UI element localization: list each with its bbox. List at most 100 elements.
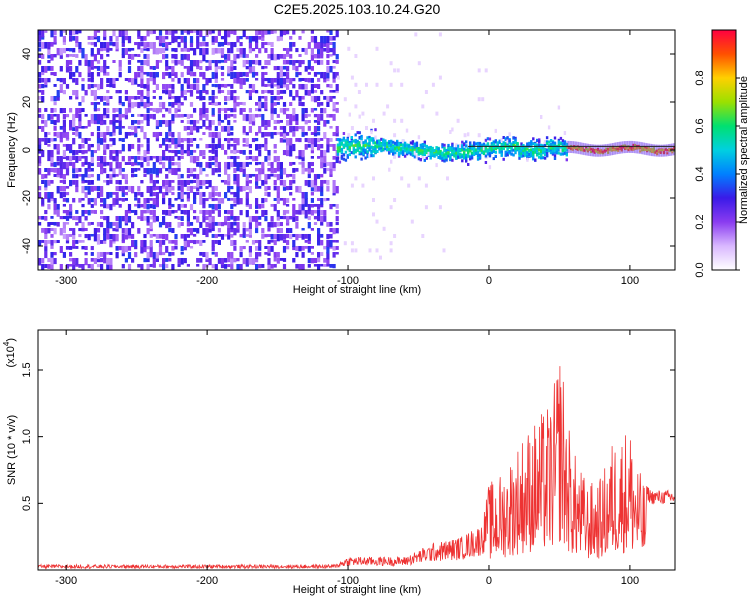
heatmap-cell [165,30,169,35]
heatmap-cell [242,138,246,143]
heatmap-cell [217,240,221,245]
heatmap-cell [193,240,197,245]
heatmap-cell [427,151,430,156]
heatmap-cell [549,147,553,151]
heatmap-cell [62,234,66,239]
heatmap-cell [96,66,101,71]
heatmap-cell [205,228,209,235]
heatmap-cell [348,147,351,151]
heatmap-cell [486,152,490,156]
heatmap-cell [494,147,497,151]
heatmap-y-label: Frequency (Hz) [6,112,18,188]
heatmap-cell [152,204,156,210]
heatmap-cell [329,168,333,175]
heatmap-cell [189,42,194,48]
heatmap-cell [202,240,206,243]
heatmap-cell [282,54,287,60]
heatmap-cell [205,252,209,260]
heatmap-cell [196,216,200,223]
heatmap-cell [536,153,539,157]
heatmap-cell [171,90,175,94]
heatmap-cell [245,162,249,167]
heatmap-cell [424,205,428,210]
heatmap-cell [236,258,240,262]
heatmap-cell [146,228,150,235]
heatmap-cell [162,264,166,270]
heatmap-cell [289,126,293,133]
heatmap-cell [326,144,330,152]
heatmap-cell [255,168,259,172]
heatmap-cell [78,48,82,53]
heatmap-cell [580,146,583,149]
heatmap-cell [358,136,361,139]
heatmap-cell [310,78,314,83]
heatmap-cell [211,36,215,43]
heatmap-cell [320,162,324,169]
heatmap-cell [664,148,667,151]
heatmap-cell [286,66,290,72]
heatmap-cell [162,102,166,110]
heatmap-cell [149,246,153,253]
heatmap-cell [629,148,632,151]
heatmap-cell [137,192,141,196]
heatmap-cell [320,144,324,149]
heatmap-cell [332,228,336,235]
heatmap-cell [100,240,104,244]
heatmap-cell [50,180,54,184]
heatmap-cell [211,60,215,64]
heatmap-cell [214,66,218,73]
heatmap-cell [65,162,70,169]
heatmap-cell [109,78,113,86]
heatmap-cell [177,102,181,110]
heatmap-cell [335,252,339,255]
heatmap-cell [118,204,122,208]
heatmap-cell [386,141,389,145]
heatmap-cell [180,150,184,156]
heatmap-cell [435,148,438,152]
heatmap-cell [313,210,318,214]
heatmap-cell [87,78,91,82]
heatmap-cell [540,146,543,150]
heatmap-cell [72,258,76,266]
heatmap-cell [140,246,144,254]
heatmap-cell [90,66,94,70]
heatmap-cell [534,158,537,162]
heatmap-cell [158,222,163,228]
heatmap-cell [239,162,243,168]
heatmap-cell [443,153,446,157]
heatmap-cell [171,78,175,82]
heatmap-cell [208,60,212,67]
heatmap-cell [625,141,628,153]
heatmap-cell [270,264,274,269]
heatmap-cell [329,228,333,233]
heatmap-cell [75,150,79,155]
heatmap-cell [174,102,178,106]
heatmap-cell [520,154,523,158]
heatmap-cell [69,252,73,257]
heatmap-cell [346,146,349,150]
heatmap-cell [282,240,287,243]
heatmap-cell [208,192,212,200]
heatmap-cell [100,216,104,219]
heatmap-cell [295,138,299,142]
heatmap-cell [461,148,464,152]
heatmap-cell [220,234,225,240]
heatmap-cell [233,204,237,207]
heatmap-cell [44,180,48,188]
heatmap-cell [304,168,308,172]
heatmap-cell [140,126,144,133]
heatmap-cell [69,210,73,216]
heatmap-cell [112,132,116,136]
heatmap-cell [96,84,101,91]
heatmap-cell [441,158,444,162]
heatmap-cell [301,114,305,122]
heatmap-cell [140,120,144,124]
heatmap-cell [38,258,42,266]
heatmap-cell [332,36,336,41]
heatmap-cell [298,78,302,82]
heatmap-cell [264,108,268,112]
heatmap-cell [155,198,159,206]
heatmap-cell [472,148,476,152]
heatmap-cell [106,264,110,270]
heatmap-cell [230,66,234,72]
